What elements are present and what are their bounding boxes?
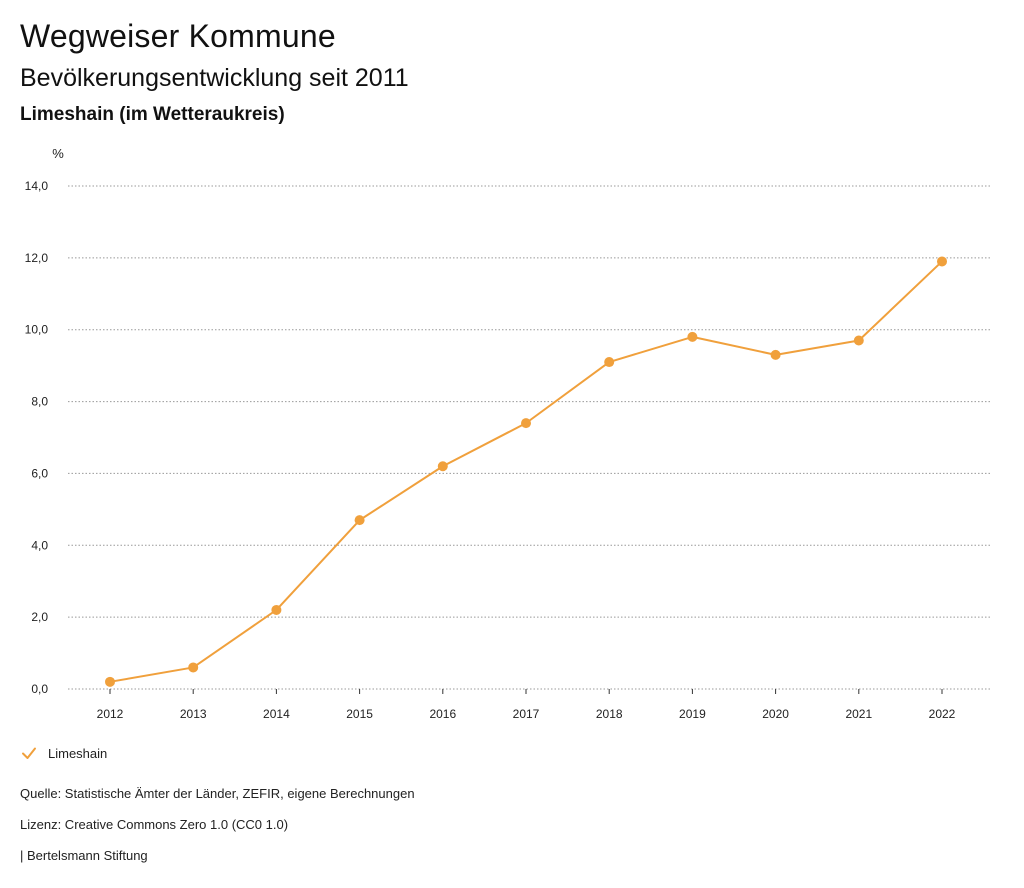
x-tick-label: 2017 [513,707,540,721]
series-line [109,260,943,683]
check-icon [22,747,36,759]
data-point [437,461,448,472]
data-point [271,604,282,615]
y-tick-label: 2,0 [31,610,48,624]
x-tick-label: 2022 [929,707,956,721]
y-tick-label: 4,0 [31,538,48,552]
x-tick-label: 2020 [762,707,789,721]
page-title: Wegweiser Kommune [20,18,336,54]
x-tick-label: 2014 [263,707,290,721]
x-tick-label: 2015 [346,707,373,721]
x-axis-ticks: 2012 2013 2014 2015 2016 2017 2018 2019 2020 2021… [97,689,956,721]
license-note[interactable]: Lizenz: Creative Commons Zero 1.0 (CC0 1… [20,817,289,832]
data-point [188,662,199,673]
x-tick-label: 2021 [845,707,872,721]
series-limeshain [105,256,947,687]
y-axis-ticks: 0,0 2,0 4,0 6,0 8,0 10,0 12,0 14,0 [25,179,49,696]
y-axis-unit-label: % [52,146,64,161]
y-tick-label: 6,0 [31,466,48,480]
data-point [770,349,781,360]
x-tick-label: 2018 [596,707,623,721]
data-point [853,335,864,346]
source-note: Quelle: Statistische Ämter der Länder, Z… [20,786,415,801]
data-point [354,515,365,526]
data-point [937,256,947,267]
chart-subtitle: Bevölkerungsentwicklung seit 2011 [20,64,409,92]
place-label: Limeshain (im Wetteraukreis) [20,104,285,125]
line-chart: % 0,02,04,06,08,010,012,014,0 2012 2013 20… [25,146,990,721]
publisher-note[interactable]: | Bertelsmann Stiftung [20,848,148,863]
y-tick-label: 0,0 [31,682,48,696]
y-tick-label: 8,0 [31,395,48,409]
grid-lines [68,185,990,690]
x-tick-label: 2012 [97,707,124,721]
legend-label: Limeshain [48,745,108,761]
y-tick-label: 12,0 [25,251,49,265]
x-tick-label: 2019 [679,707,706,721]
data-point [521,418,531,429]
x-tick-label: 2016 [429,707,456,721]
x-tick-label: 2013 [180,707,207,721]
data-point [604,357,615,368]
data-point [687,331,698,342]
y-tick-label: 10,0 [25,323,49,337]
legend[interactable]: Limeshain [20,744,107,762]
data-point [105,676,115,687]
y-tick-label: 14,0 [25,179,49,193]
